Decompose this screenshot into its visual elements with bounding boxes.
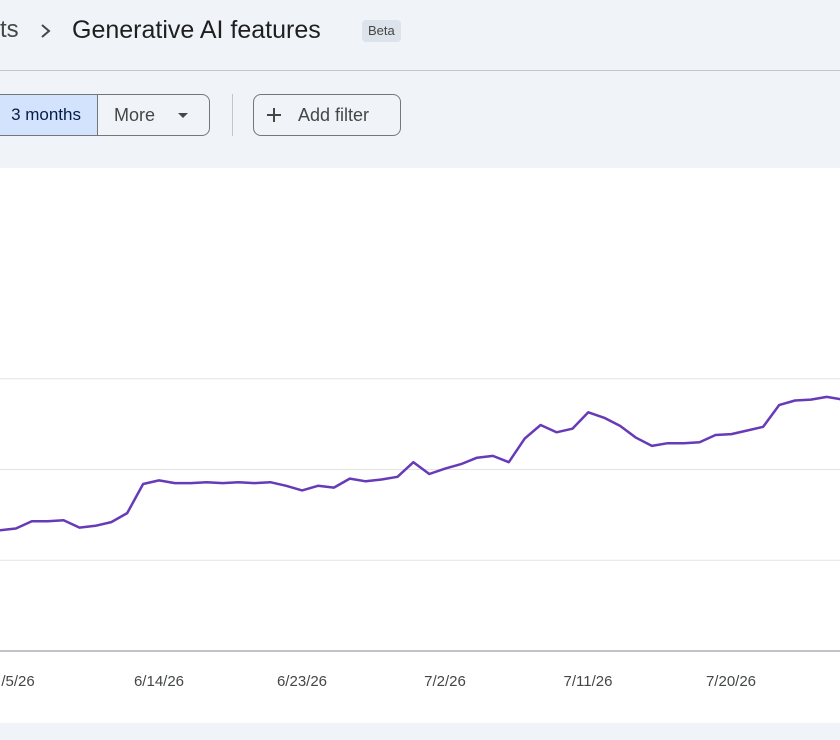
plus-icon [267, 108, 281, 122]
x-tick-label: 6/23/26 [277, 673, 327, 690]
x-tick-label: /5/26 [1, 673, 34, 690]
more-label: More [114, 105, 156, 125]
range-3-months-button[interactable]: 3 months [0, 95, 98, 135]
x-tick-label: 7/2/26 [424, 673, 466, 690]
page-header: ts Generative AI features Beta [0, 0, 840, 71]
add-filter-button[interactable]: Add filter [253, 94, 401, 136]
performance-chart-card: /5/26 6/14/26 6/23/26 7/2/26 7/11/26 7/20/26 [0, 168, 840, 723]
beta-badge: Beta [362, 20, 401, 42]
bottom-strip [0, 723, 840, 740]
x-tick-label: 7/11/26 [564, 673, 613, 690]
chevron-right-icon [41, 24, 51, 38]
filter-toolbar: 3 months More Add filter [0, 72, 840, 168]
toolbar-divider [232, 94, 233, 136]
date-range-segmented-control: 3 months More [0, 94, 210, 136]
add-filter-label: Add filter [298, 105, 370, 125]
series-line [0, 395, 840, 532]
page-title: Generative AI features [72, 16, 321, 44]
x-tick-label: 6/14/26 [134, 673, 184, 690]
chart-gridlines [0, 378, 840, 652]
caret-down-icon [178, 113, 188, 118]
x-axis-ticks: /5/26 6/14/26 6/23/26 7/2/26 7/11/26 7/20/26 [1, 673, 756, 690]
more-ranges-button[interactable]: More [98, 95, 209, 135]
breadcrumb-previous[interactable]: ts [0, 16, 19, 43]
x-tick-label: 7/20/26 [706, 673, 756, 690]
performance-line-chart: /5/26 6/14/26 6/23/26 7/2/26 7/11/26 7/20/26 [0, 378, 840, 690]
